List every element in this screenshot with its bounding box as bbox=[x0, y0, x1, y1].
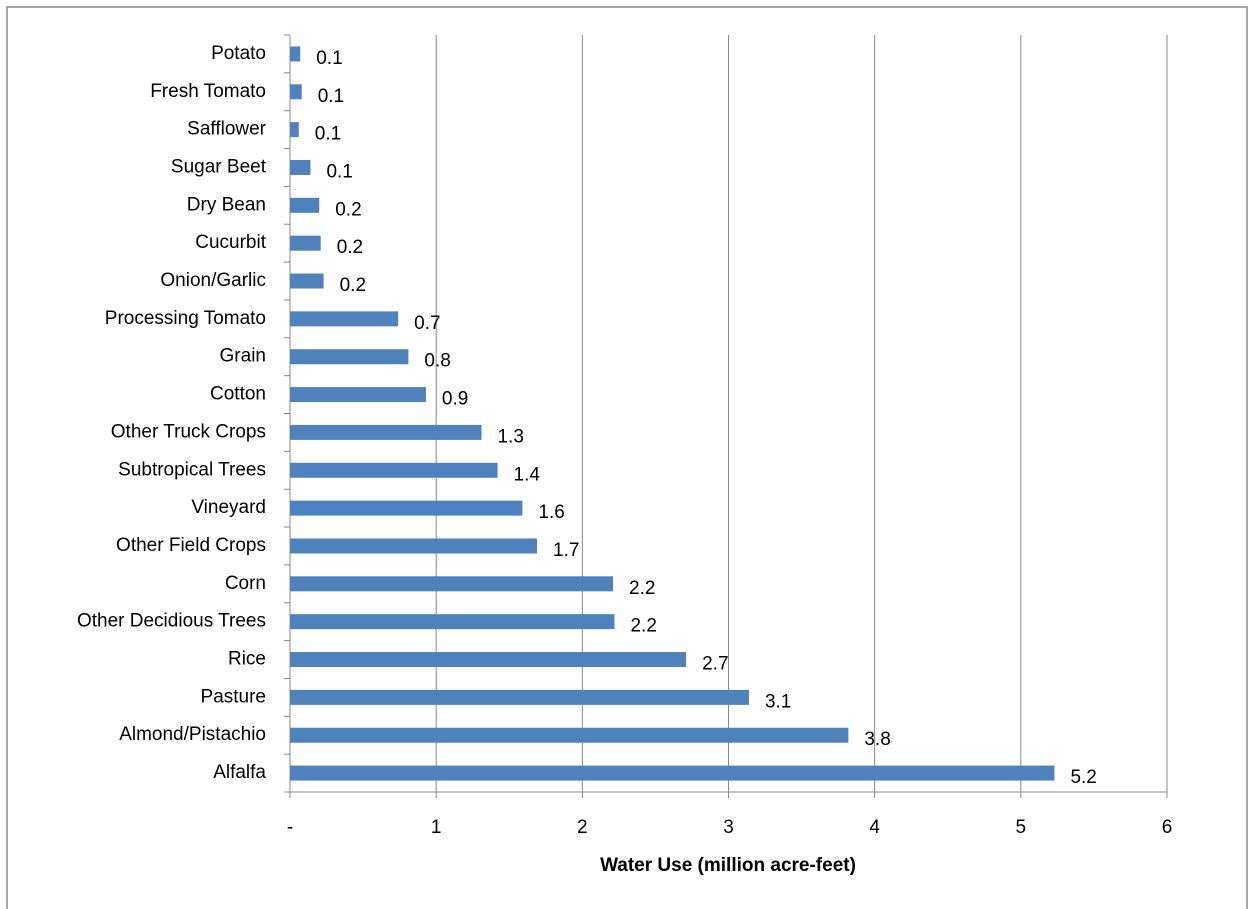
y-tick-label: Cucurbit bbox=[195, 232, 266, 253]
bar bbox=[290, 311, 399, 327]
bar bbox=[290, 235, 321, 251]
bar bbox=[290, 614, 615, 630]
x-tick-label: 1 bbox=[431, 817, 442, 838]
y-tick-label: Onion/Garlic bbox=[160, 270, 266, 291]
y-tick-label: Grain bbox=[220, 346, 266, 367]
y-tick-label: Alfalfa bbox=[213, 762, 266, 783]
data-label: 3.1 bbox=[765, 691, 791, 712]
bar bbox=[290, 652, 687, 668]
data-label: 0.2 bbox=[337, 237, 363, 258]
y-tick-label: Processing Tomato bbox=[105, 308, 266, 329]
data-label: 0.2 bbox=[340, 275, 366, 296]
bar bbox=[290, 689, 749, 705]
y-tick-label: Dry Bean bbox=[187, 194, 266, 215]
y-tick-label: Other Field Crops bbox=[116, 535, 266, 556]
data-label: 0.2 bbox=[335, 199, 361, 220]
bar bbox=[290, 765, 1055, 781]
chart-border bbox=[6, 6, 1248, 909]
data-label: 0.1 bbox=[315, 124, 341, 145]
bar bbox=[290, 576, 614, 592]
data-label: 0.1 bbox=[326, 161, 352, 182]
data-label: 2.2 bbox=[630, 616, 656, 637]
x-axis-title: Water Use (million acre-feet) bbox=[600, 855, 856, 876]
data-label: 3.8 bbox=[864, 729, 890, 750]
data-label: 1.6 bbox=[538, 502, 564, 523]
bar bbox=[290, 159, 311, 175]
bar bbox=[290, 349, 409, 365]
y-tick-label: Other Decidious Trees bbox=[77, 611, 266, 632]
data-label: 0.7 bbox=[414, 313, 440, 334]
y-tick-label: Other Truck Crops bbox=[111, 421, 266, 442]
x-tick-label: 6 bbox=[1162, 817, 1173, 838]
bar bbox=[290, 273, 324, 289]
y-tick-label: Subtropical Trees bbox=[118, 459, 266, 480]
data-label: 2.7 bbox=[702, 654, 728, 675]
x-tick-label: 4 bbox=[869, 817, 880, 838]
bar bbox=[290, 387, 426, 403]
bar bbox=[290, 84, 302, 100]
data-label: 0.1 bbox=[318, 86, 344, 107]
y-tick-label: Sugar Beet bbox=[171, 156, 267, 177]
y-tick-label: Cotton bbox=[210, 384, 266, 405]
x-tick-label: 3 bbox=[723, 817, 734, 838]
data-label: 5.2 bbox=[1070, 767, 1096, 788]
y-tick-label: Almond/Pistachio bbox=[119, 724, 266, 745]
data-label: 0.8 bbox=[424, 351, 450, 372]
x-tick-label: 5 bbox=[1016, 817, 1027, 838]
data-label: 1.4 bbox=[514, 464, 541, 485]
y-tick-label: Corn bbox=[225, 573, 266, 594]
y-tick-label: Pasture bbox=[201, 686, 266, 707]
x-tick-label: - bbox=[287, 817, 293, 838]
y-tick-label: Safflower bbox=[187, 119, 267, 140]
y-tick-label: Rice bbox=[228, 649, 266, 670]
bar bbox=[290, 122, 299, 138]
data-label: 1.7 bbox=[553, 540, 579, 561]
data-label: 1.3 bbox=[497, 426, 523, 447]
y-tick-label: Fresh Tomato bbox=[150, 81, 266, 102]
bar bbox=[290, 424, 482, 440]
x-tick-label: 2 bbox=[577, 817, 588, 838]
data-label: 0.1 bbox=[316, 48, 342, 69]
bar bbox=[290, 727, 849, 743]
data-label: 0.9 bbox=[442, 389, 468, 410]
bar bbox=[290, 500, 523, 516]
y-tick-label: Potato bbox=[211, 43, 266, 64]
bar bbox=[290, 538, 538, 554]
bar bbox=[290, 462, 498, 478]
y-tick-label: Vineyard bbox=[191, 497, 266, 518]
bar bbox=[290, 197, 320, 213]
data-label: 2.2 bbox=[629, 578, 655, 599]
bar bbox=[290, 46, 301, 62]
